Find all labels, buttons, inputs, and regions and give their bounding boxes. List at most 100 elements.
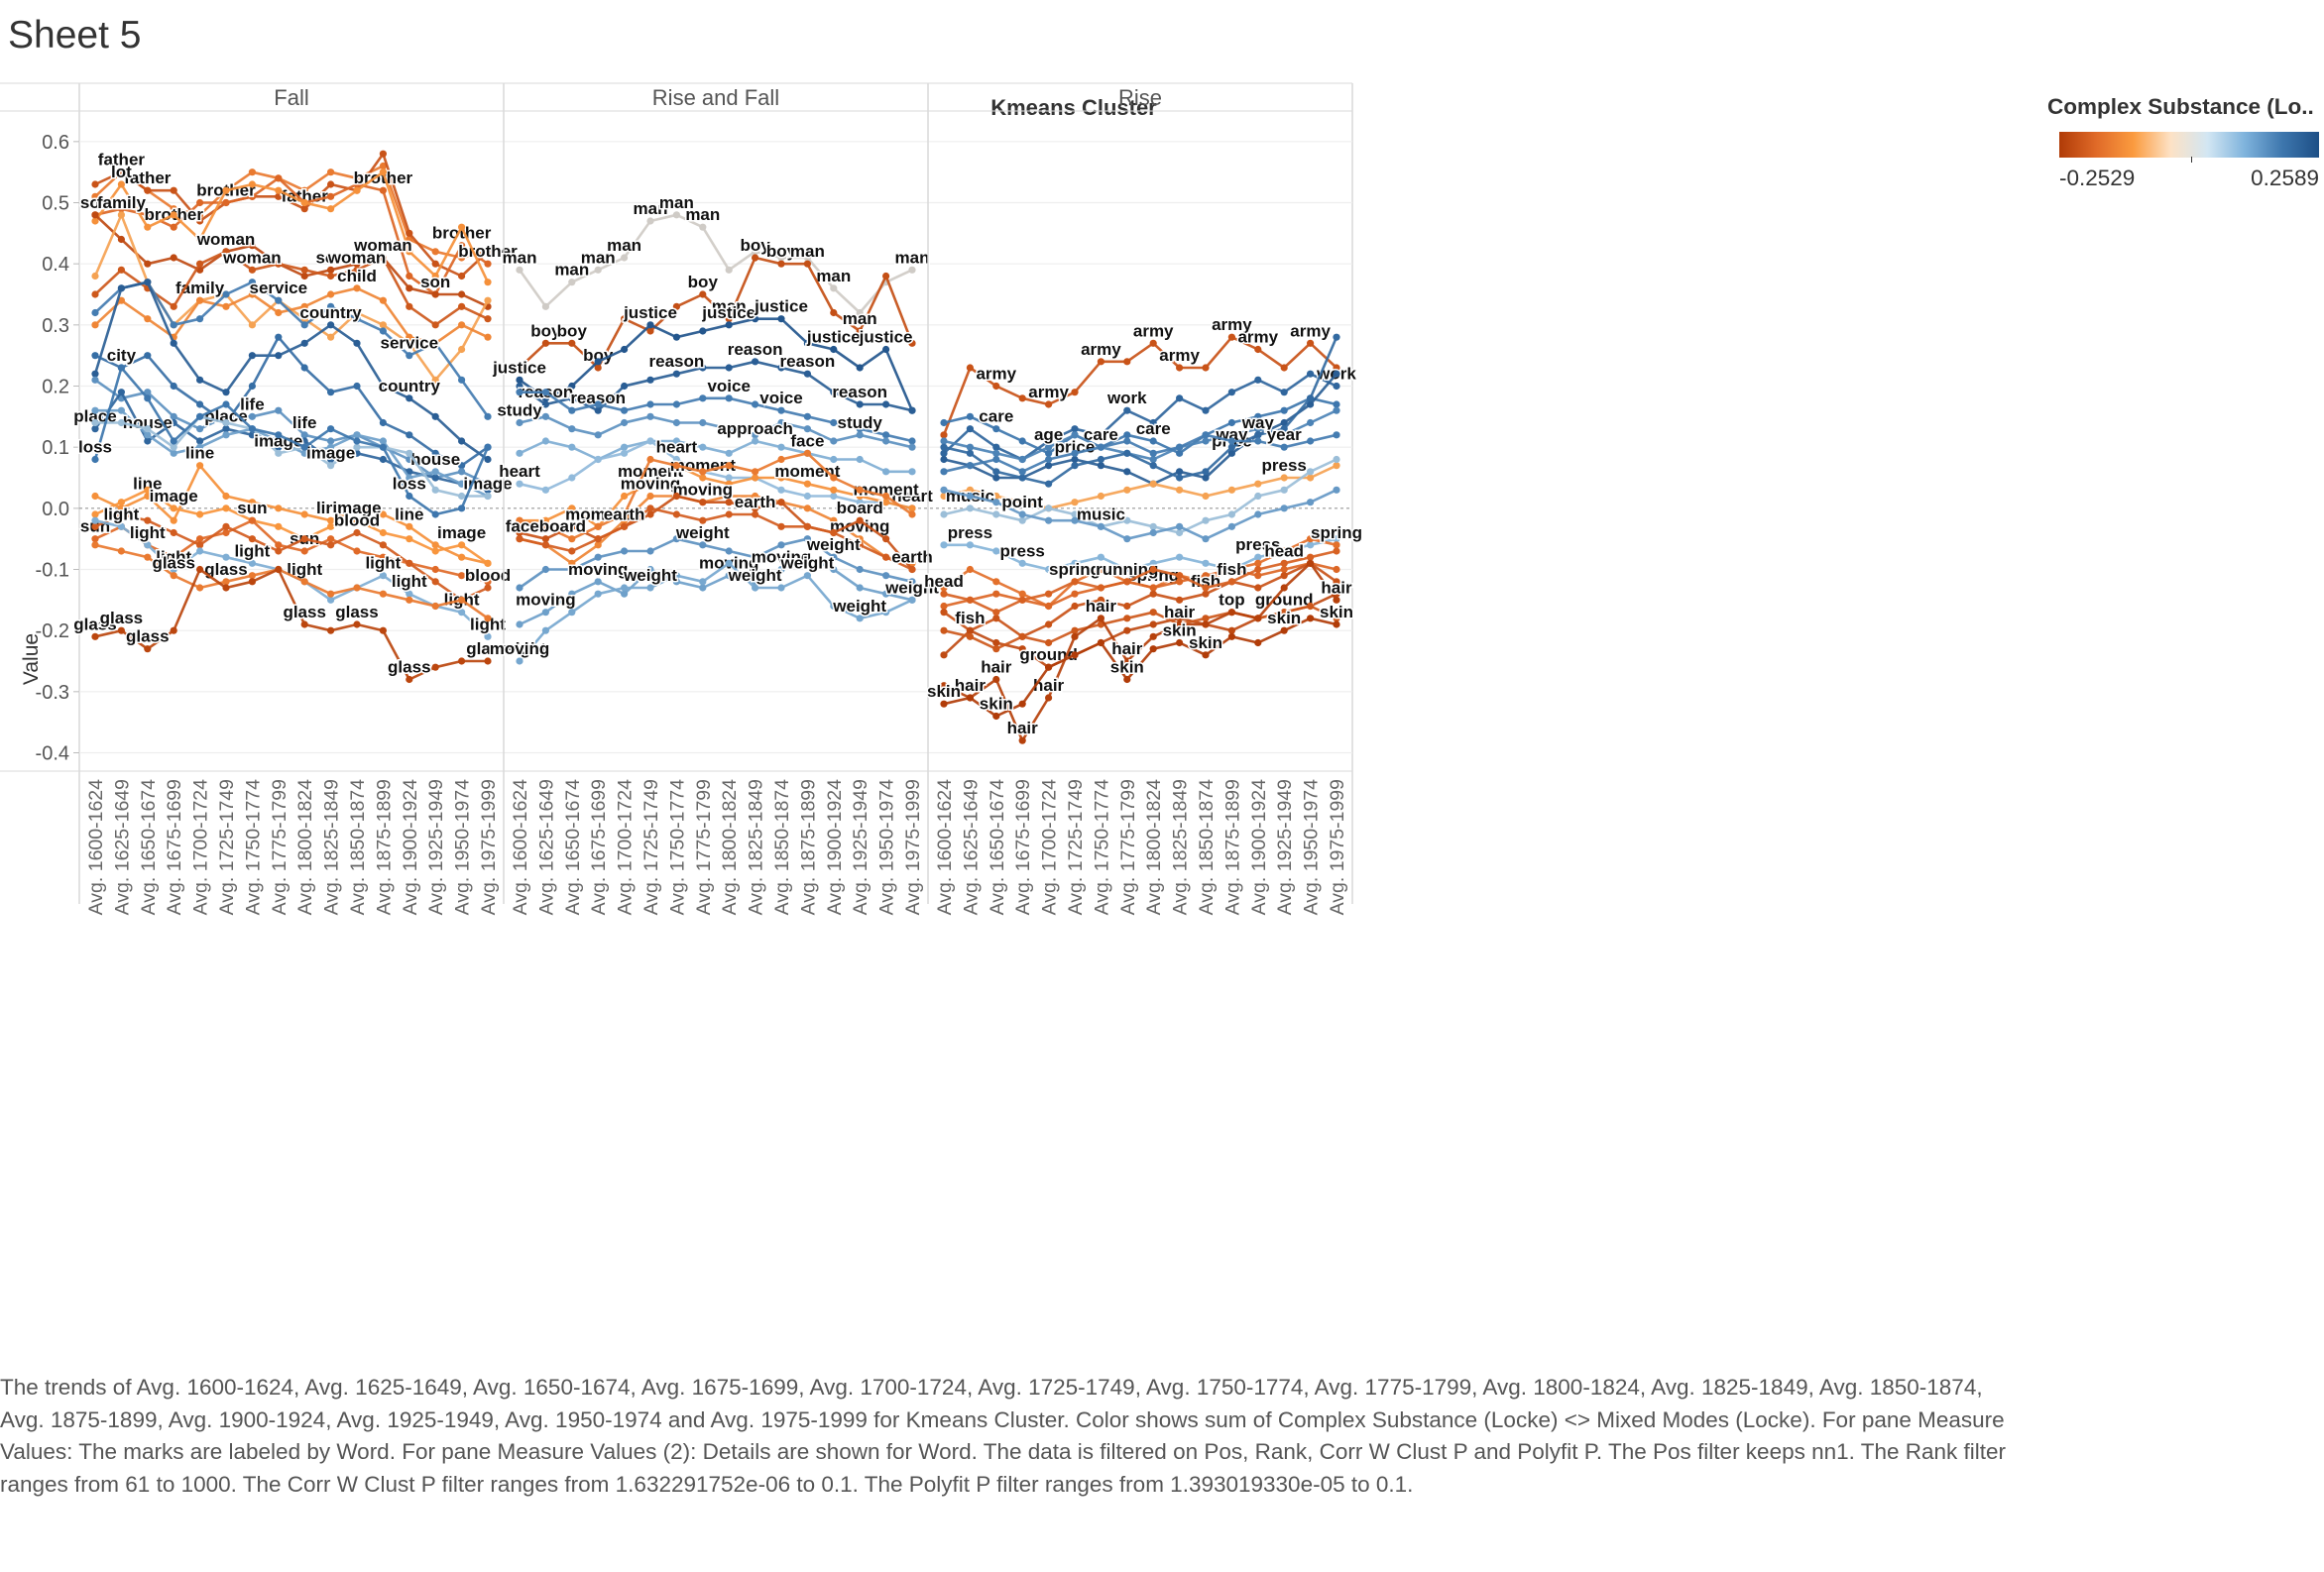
mark-label: line [185,444,214,463]
mark-label: hair [1086,597,1117,616]
data-point [646,321,654,329]
y-tick-label: 0.6 [42,132,69,154]
data-point [516,389,523,396]
data-point [777,418,785,427]
data-point [541,302,550,310]
data-point [327,522,335,530]
data-point [1045,694,1053,702]
data-point [379,553,387,561]
data-point [908,339,916,347]
data-point [992,675,1000,684]
data-point [908,266,916,274]
data-point [830,528,838,537]
data-point [940,584,948,592]
mark-label: way [1241,413,1275,432]
data-point [144,516,152,524]
data-point [275,505,283,512]
data-point [327,626,335,634]
data-point [541,486,550,494]
data-point [117,296,125,304]
data-point [117,499,125,506]
data-point [1123,431,1131,439]
series-line-fish [943,561,1337,638]
mark-label: army [1212,315,1252,334]
data-point [248,180,256,188]
data-point [117,505,125,512]
mark-label: loss [393,475,426,494]
data-point [568,505,576,512]
data-point [353,308,361,317]
mark-label: man [895,248,930,267]
mark-label: earth [604,505,645,523]
data-point [1333,462,1340,470]
data-point [406,474,413,482]
data-point [1045,437,1053,445]
data-point [725,510,733,518]
data-point [1045,590,1053,598]
chart-title: Kmeans Cluster [990,95,1157,120]
data-point [1018,474,1026,482]
data-point [672,535,681,543]
data-point [91,418,99,427]
mark-label: army [976,365,1016,384]
data-point [646,547,654,555]
data-point [144,541,152,549]
data-point [1045,505,1053,512]
data-point [1123,449,1131,457]
data-point [353,260,361,268]
data-point [966,505,975,512]
data-point [830,418,838,427]
data-point [1202,516,1210,524]
data-point [777,443,785,451]
y-tick-label: -0.2 [36,620,69,642]
data-point [1149,565,1157,574]
data-point [1149,462,1157,470]
x-tick-label: Avg. 1800-1824 [1143,779,1165,915]
x-tick-label: Avg. 1800-1824 [294,779,316,915]
mark-label: moving [673,481,733,500]
data-point [856,308,864,317]
data-point [458,596,466,604]
x-tick-label: Avg. 1650-1674 [138,779,160,915]
data-point [222,412,230,420]
data-point [940,418,948,427]
data-point [170,321,177,329]
data-point [1123,358,1131,366]
data-point [803,339,812,347]
data-point [248,321,256,329]
data-point [222,290,230,298]
data-point [1202,584,1210,592]
data-point [144,492,152,501]
data-point [803,535,812,543]
data-point [1202,620,1210,628]
mark-label: justice [701,303,755,322]
data-point [379,510,387,518]
mark-label: boy [583,346,614,365]
data-point [275,431,283,439]
data-point [458,480,466,488]
data-point [117,406,125,414]
data-point [275,308,283,317]
data-point [406,596,413,604]
series-line-man [518,213,913,314]
data-point [1227,486,1235,494]
y-tick-label: 0.0 [42,499,69,520]
data-point [144,486,152,494]
data-point [1176,615,1184,622]
mark-label: heart [891,487,933,505]
data-point [117,418,125,427]
mark-label: approach [717,419,793,438]
data-point [1280,609,1288,617]
data-point [856,400,864,408]
sheet-title: Sheet 5 [8,14,142,56]
data-point [458,541,466,549]
data-point [1254,565,1262,574]
data-point [353,266,361,274]
data-point [196,198,204,207]
mark-label: heart [499,462,540,481]
data-point [1333,382,1340,391]
data-point [406,590,413,598]
data-point [327,443,335,451]
data-point [144,389,152,396]
data-point [882,553,890,561]
